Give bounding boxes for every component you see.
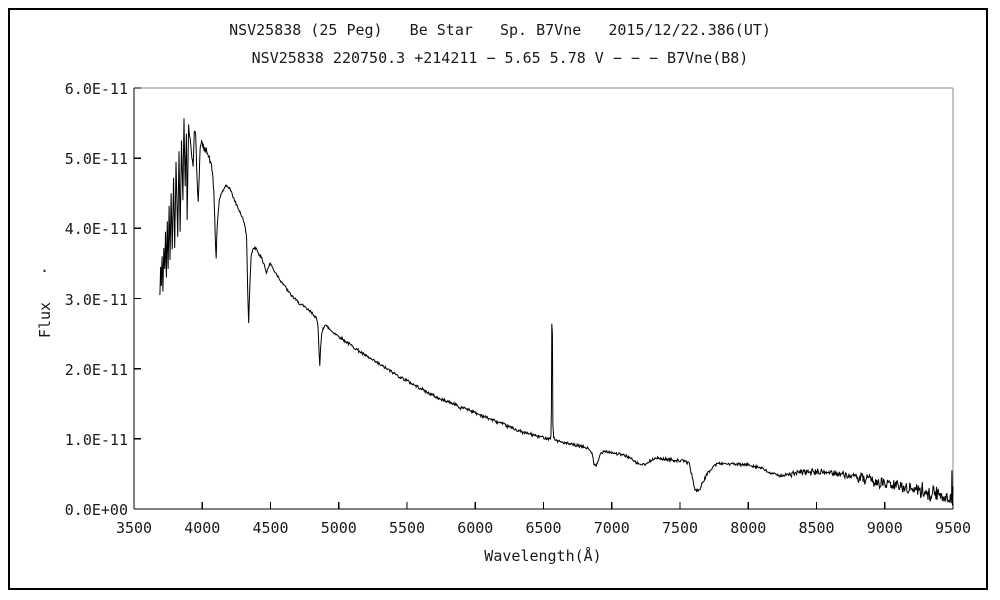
x-tick-label-6500: 6500: [525, 519, 562, 537]
x-tick-label-8000: 8000: [730, 519, 767, 537]
y-tick-label-5.0E-11: 5.0E-11: [64, 150, 128, 169]
x-tick-label-7000: 7000: [593, 519, 630, 537]
y-tick-label-2.0E-11: 2.0E-11: [64, 360, 128, 379]
y-tick-label-0.0E+00: 0.0E+00: [64, 501, 128, 519]
stray-dot: .: [40, 258, 50, 276]
y-tick-label-1.0E-11: 1.0E-11: [64, 430, 128, 449]
y-tick-label-3.0E-11: 3.0E-11: [64, 290, 128, 309]
x-tick-label-4500: 4500: [252, 519, 289, 537]
chart-subtitle: NSV25838 220750.3 +214211 − 5.65 5.78 V …: [251, 49, 749, 67]
x-tick-label-4000: 4000: [184, 519, 221, 537]
x-tick-label-5000: 5000: [320, 519, 357, 537]
x-tick-label-8500: 8500: [798, 519, 835, 537]
spectrum-line: [159, 118, 954, 506]
x-tick-label-6000: 6000: [457, 519, 494, 537]
y-tick-label-6.0E-11: 6.0E-11: [64, 80, 128, 98]
x-tick-label-9500: 9500: [934, 519, 972, 537]
x-tick-label-5500: 5500: [388, 519, 426, 537]
x-tick-label-7500: 7500: [661, 519, 699, 537]
x-tick-label-3500: 3500: [115, 519, 153, 537]
chart-title: NSV25838 (25 Peg) Be Star Sp. B7Vne 2015…: [229, 21, 771, 39]
x-tick-label-9000: 9000: [866, 519, 903, 537]
x-axis-label: Wavelength(Å): [484, 547, 602, 565]
y-tick-label-4.0E-11: 4.0E-11: [64, 220, 128, 239]
